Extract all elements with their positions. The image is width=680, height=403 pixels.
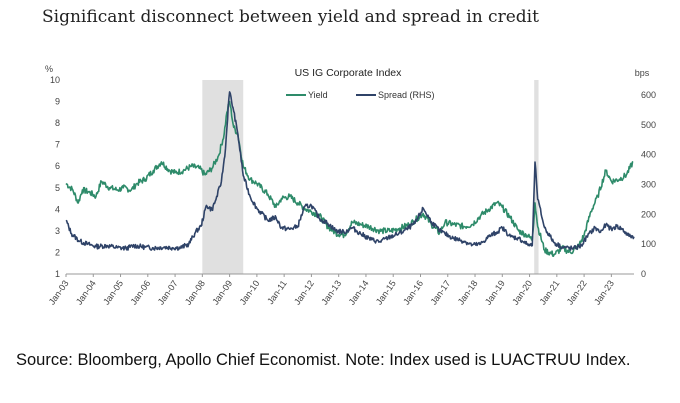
x-tick-label: Jan-05 bbox=[101, 278, 125, 306]
x-tick-label: Jan-13 bbox=[319, 278, 343, 306]
x-tick-label: Jan-18 bbox=[456, 278, 480, 306]
right-tick-label: 300 bbox=[641, 179, 656, 189]
left-axis-unit: % bbox=[45, 64, 53, 74]
right-tick-label: 100 bbox=[641, 239, 656, 249]
recession-bands bbox=[202, 80, 539, 274]
left-tick-label: 3 bbox=[55, 226, 60, 236]
x-tick-label: Jan-12 bbox=[292, 278, 316, 306]
legend-label-spread: Spread (RHS) bbox=[378, 90, 435, 100]
x-tick-label: Jan-16 bbox=[401, 278, 425, 306]
x-tick-label: Jan-20 bbox=[510, 278, 534, 306]
left-tick-label: 8 bbox=[55, 118, 60, 128]
x-tick-label: Jan-04 bbox=[74, 278, 98, 306]
right-tick-label: 500 bbox=[641, 120, 656, 130]
x-tick-label: Jan-09 bbox=[210, 278, 234, 306]
right-tick-label: 600 bbox=[641, 90, 656, 100]
chart-title: US IG Corporate Index bbox=[295, 67, 403, 79]
right-tick-label: 400 bbox=[641, 150, 656, 160]
x-tick-label: Jan-08 bbox=[183, 278, 207, 306]
x-tick-label: Jan-03 bbox=[47, 278, 71, 306]
right-tick-label: 0 bbox=[641, 269, 646, 279]
left-axis-ticks: 1 2 3 4 5 6 7 8 9 10 bbox=[50, 75, 60, 279]
x-tick-label: Jan-19 bbox=[483, 278, 507, 306]
right-tick-label: 200 bbox=[641, 209, 656, 219]
right-axis-ticks: 0 100 200 300 400 500 600 bbox=[641, 90, 656, 279]
left-tick-label: 6 bbox=[55, 161, 60, 171]
left-tick-label: 9 bbox=[55, 97, 60, 107]
left-tick-label: 5 bbox=[55, 183, 60, 193]
left-tick-label: 4 bbox=[55, 204, 60, 214]
left-tick-label: 10 bbox=[50, 75, 60, 85]
x-tick-label: Jan-17 bbox=[428, 278, 452, 306]
recession-band-1 bbox=[202, 80, 244, 274]
headline: Significant disconnect between yield and… bbox=[42, 7, 539, 27]
legend: Yield Spread (RHS) bbox=[286, 90, 435, 100]
x-tick-label: Jan-14 bbox=[347, 278, 371, 306]
x-tick-label: Jan-10 bbox=[238, 278, 262, 306]
x-tick-label: Jan-11 bbox=[265, 278, 289, 306]
x-tick-label: Jan-23 bbox=[592, 278, 616, 306]
chart: US IG Corporate Index % bps Yield Spread… bbox=[45, 64, 656, 307]
left-tick-label: 1 bbox=[55, 269, 60, 279]
legend-label-yield: Yield bbox=[308, 90, 328, 100]
source-note: Source: Bloomberg, Apollo Chief Economis… bbox=[16, 351, 631, 369]
x-tick-label: Jan-22 bbox=[565, 278, 589, 306]
x-tick-label: Jan-15 bbox=[374, 278, 398, 306]
left-tick-label: 7 bbox=[55, 140, 60, 150]
x-tick-label: Jan-07 bbox=[156, 278, 180, 306]
x-tick-label: Jan-21 bbox=[537, 278, 561, 306]
x-tick-label: Jan-06 bbox=[128, 278, 152, 306]
left-tick-label: 2 bbox=[55, 247, 60, 257]
right-axis-unit: bps bbox=[635, 68, 650, 78]
series-line-spread bbox=[65, 91, 635, 251]
x-axis-ticks: Jan-03 Jan-04 Jan-05 Jan-06 Jan-07 Jan-08 Jan-… bbox=[47, 274, 616, 307]
